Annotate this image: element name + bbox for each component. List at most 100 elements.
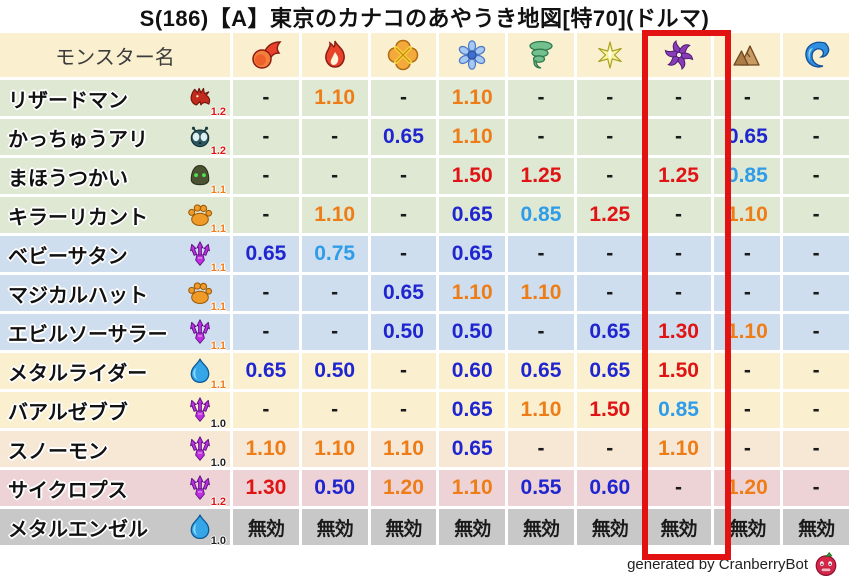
monster-multiplier: 1.2	[210, 496, 226, 508]
resistance-value: 1.25	[508, 158, 574, 194]
resistance-value: -	[783, 236, 849, 272]
resistance-value: 1.20	[370, 470, 437, 506]
element-header-cell	[233, 33, 299, 77]
resistance-value: -	[576, 158, 643, 194]
resistance-value: 無効	[439, 509, 506, 545]
resistance-value: 1.10	[301, 197, 368, 233]
resistance-value: 1.10	[439, 470, 506, 506]
resistance-value: 1.10	[370, 431, 437, 467]
resistance-value: -	[576, 80, 643, 116]
resistance-value: 1.30	[233, 470, 299, 506]
resistance-value: 0.65	[439, 392, 506, 428]
monster-name-cell: スノーモン 1.0	[0, 431, 230, 469]
resistance-value: 無効	[783, 509, 849, 545]
resistance-value: 0.65	[576, 353, 643, 389]
resistance-value: 1.10	[301, 431, 368, 467]
resistance-value: -	[233, 158, 299, 194]
resistance-value: -	[233, 119, 299, 155]
resistance-value: -	[714, 431, 781, 467]
monster-multiplier: 1.2	[210, 145, 226, 157]
resistance-value: -	[370, 353, 437, 389]
monster-multiplier: 1.1	[210, 301, 226, 313]
resistance-value: 0.65	[233, 353, 299, 389]
resistance-value: -	[783, 158, 849, 194]
resistance-value: -	[783, 392, 849, 428]
resistance-value: 1.10	[233, 431, 299, 467]
resistance-value: -	[783, 197, 849, 233]
footer: generated by CranberryBot	[0, 545, 849, 583]
resistance-value: -	[783, 470, 849, 506]
wave-icon	[800, 39, 832, 71]
cranberry-bot-icon	[813, 551, 839, 577]
page-title: S(186)【A】東京のカナコのあやうき地図[特70](ドルマ)	[139, 5, 710, 31]
resistance-value: -	[370, 80, 437, 116]
resistance-value: 0.50	[301, 470, 368, 506]
pinwheel-icon	[663, 39, 695, 71]
monster-name: スノーモン	[8, 440, 108, 463]
monster-icon-wrap: 1.2	[186, 123, 226, 157]
monster-name-cell: メタルライダー 1.1	[0, 353, 230, 391]
resistance-value: -	[301, 119, 368, 155]
resistance-value: 1.10	[508, 275, 574, 311]
resistance-value: 無効	[370, 509, 437, 545]
resistance-value: -	[508, 431, 574, 467]
monster-name: まほうつかい	[8, 167, 128, 190]
resistance-value: -	[233, 392, 299, 428]
burst-icon	[387, 39, 419, 71]
resistance-value: 0.85	[714, 158, 781, 194]
monster-multiplier: 1.2	[210, 106, 226, 118]
resistance-value: -	[508, 80, 574, 116]
footer-credit: generated by CranberryBot	[627, 555, 808, 573]
resistance-value: -	[645, 275, 712, 311]
resistance-value: -	[370, 392, 437, 428]
resistance-value: -	[645, 197, 712, 233]
monster-name-cell: マジカルハット 1.1	[0, 275, 230, 313]
element-header-cell	[301, 33, 368, 77]
resistance-value: -	[370, 236, 437, 272]
monster-name-cell: エビルソーサラー 1.1	[0, 314, 230, 352]
resistance-value: -	[233, 80, 299, 116]
resistance-value: -	[645, 119, 712, 155]
monster-name: メタルエンゼル	[8, 518, 148, 541]
monster-icon-wrap: 1.1	[186, 162, 226, 196]
resistance-table: モンスター名 リザードマン 1.2-1.10-1.10- - - - - かっちゅうアリ 1.…	[0, 33, 849, 547]
resistance-value: 0.65	[233, 236, 299, 272]
resistance-value: -	[714, 236, 781, 272]
resistance-value: 無効	[233, 509, 299, 545]
monster-multiplier: 1.0	[210, 535, 226, 547]
resistance-value: -	[714, 392, 781, 428]
monster-name: バアルゼブブ	[8, 401, 128, 424]
resistance-value: -	[576, 275, 643, 311]
fireball-icon	[250, 39, 282, 71]
monster-name: エビルソーサラー	[8, 323, 168, 346]
resistance-value: 0.85	[645, 392, 712, 428]
element-header-cell	[576, 33, 643, 77]
monster-name-cell: キラーリカント 1.1	[0, 197, 230, 235]
resistance-value: 1.50	[576, 392, 643, 428]
monster-name-cell: ベビーサタン 1.1	[0, 236, 230, 274]
element-header-cell	[645, 33, 712, 77]
resistance-value: 1.10	[508, 392, 574, 428]
resistance-value: 0.60	[439, 353, 506, 389]
resistance-value: 1.10	[439, 119, 506, 155]
resistance-value: -	[576, 431, 643, 467]
resistance-value: 0.65	[439, 431, 506, 467]
monster-icon-wrap: 1.1	[186, 279, 226, 313]
resistance-value: 1.20	[714, 470, 781, 506]
monster-multiplier: 1.1	[210, 379, 226, 391]
resistance-value: -	[370, 197, 437, 233]
resistance-value: -	[714, 80, 781, 116]
resistance-value: 0.55	[508, 470, 574, 506]
monster-name: かっちゅうアリ	[8, 128, 148, 151]
resistance-value: -	[783, 119, 849, 155]
resistance-value: 0.65	[576, 314, 643, 350]
element-header-cell	[439, 33, 506, 77]
resistance-value: 0.50	[301, 353, 368, 389]
resistance-value: 無効	[645, 509, 712, 545]
monster-name: ベビーサタン	[8, 245, 128, 268]
resistance-value: -	[508, 236, 574, 272]
resistance-value: 無効	[301, 509, 368, 545]
resistance-value: 0.65	[714, 119, 781, 155]
resistance-value: 無効	[508, 509, 574, 545]
monster-icon-wrap: 1.2	[186, 474, 226, 508]
